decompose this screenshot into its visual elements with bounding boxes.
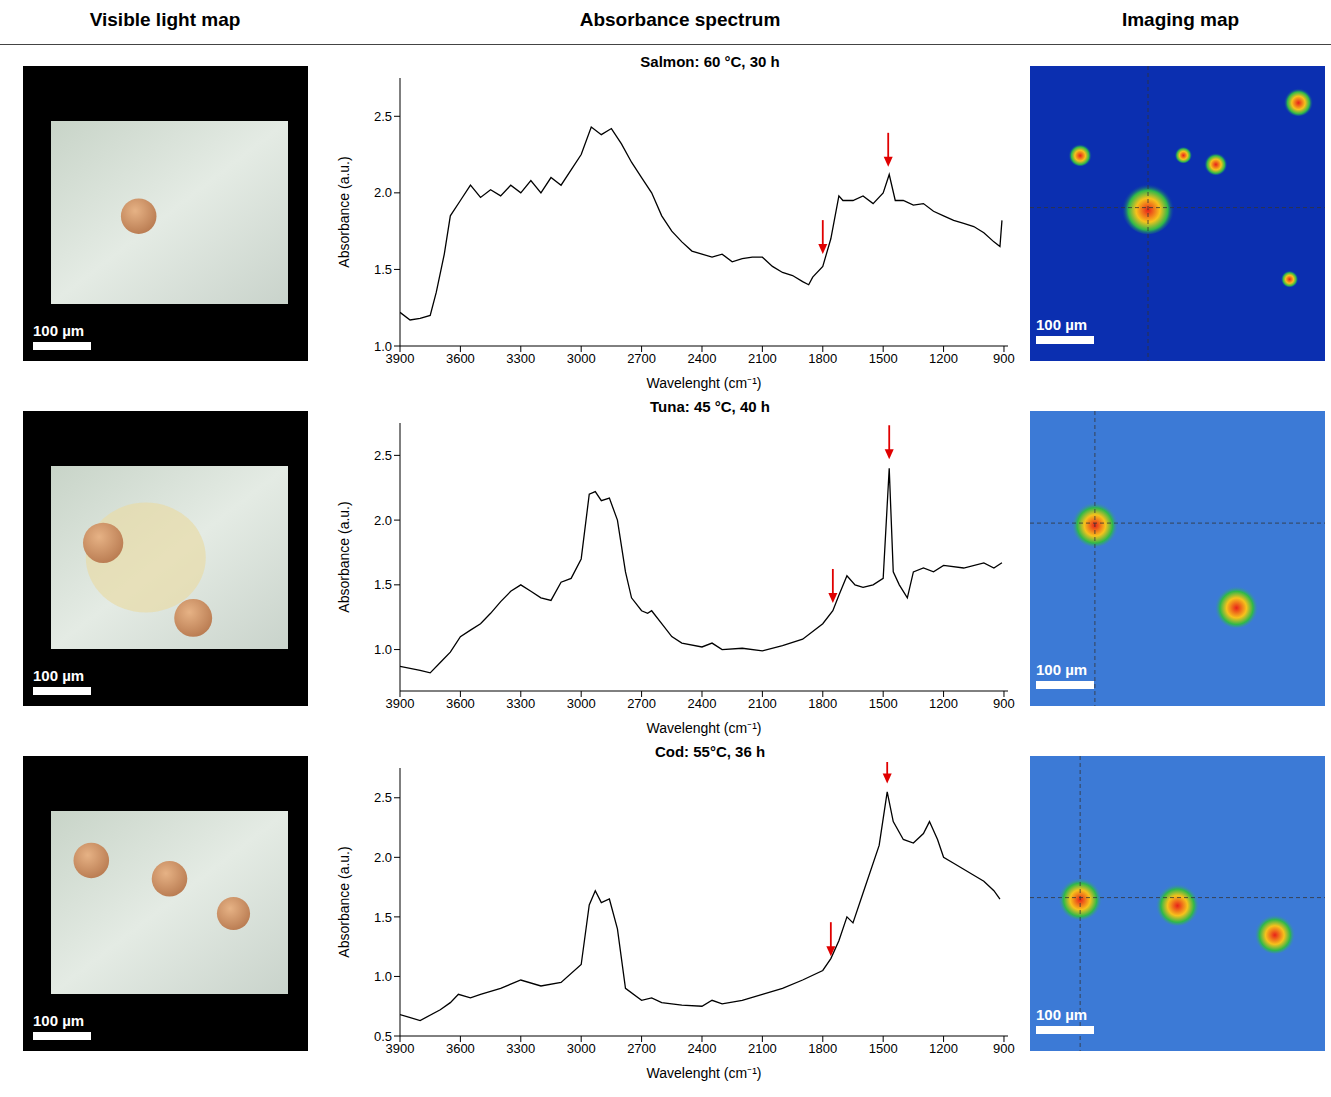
svg-text:2.5: 2.5 xyxy=(374,448,392,463)
svg-text:100 µm: 100 µm xyxy=(33,667,84,684)
svg-text:3000: 3000 xyxy=(567,696,596,711)
html-text:Tuna: 45 °C, 40 h: Tuna: 45 °C, 40 h xyxy=(650,398,770,415)
svg-text:2700: 2700 xyxy=(627,696,656,711)
html-text:Salmon: 60 °C, 30 h: Salmon: 60 °C, 30 h xyxy=(640,53,780,70)
svg-text:100 µm: 100 µm xyxy=(33,1012,84,1029)
html-text:Imaging map: Imaging map xyxy=(1121,9,1240,30)
svg-text:100 µm: 100 µm xyxy=(1036,661,1087,678)
svg-text:100 µm: 100 µm xyxy=(1036,316,1087,333)
svg-text:1.0: 1.0 xyxy=(374,969,392,984)
html-text:Visible light map: Visible light map xyxy=(89,9,241,30)
svg-text:3300: 3300 xyxy=(506,351,535,366)
svg-text:2.5: 2.5 xyxy=(374,790,392,805)
svg-text:1200: 1200 xyxy=(929,1041,958,1056)
svg-text:1200: 1200 xyxy=(929,351,958,366)
svg-text:100 µm: 100 µm xyxy=(33,322,84,339)
svg-text:2100: 2100 xyxy=(748,1041,777,1056)
svg-text:Wavelenght (cm⁻¹): Wavelenght (cm⁻¹) xyxy=(647,1065,762,1081)
svg-text:3000: 3000 xyxy=(567,1041,596,1056)
svg-text:1.5: 1.5 xyxy=(374,262,392,277)
svg-text:3900: 3900 xyxy=(385,1041,415,1057)
svg-text:3600: 3600 xyxy=(446,696,475,711)
svg-text:3000: 3000 xyxy=(567,351,596,366)
svg-text:1800: 1800 xyxy=(808,351,837,366)
svg-text:2700: 2700 xyxy=(627,1041,656,1056)
svg-text:Wavelenght (cm⁻¹): Wavelenght (cm⁻¹) xyxy=(647,720,762,736)
svg-text:2100: 2100 xyxy=(748,351,777,366)
svg-text:2400: 2400 xyxy=(688,696,717,711)
svg-text:100 µm: 100 µm xyxy=(1036,1006,1087,1023)
svg-text:3300: 3300 xyxy=(506,1041,535,1056)
svg-text:0.5: 0.5 xyxy=(374,1029,392,1044)
svg-text:Absorbance (a.u.): Absorbance (a.u.) xyxy=(336,156,352,267)
svg-text:1.5: 1.5 xyxy=(374,910,392,925)
svg-text:2400: 2400 xyxy=(688,1041,717,1056)
svg-text:3300: 3300 xyxy=(506,696,535,711)
svg-text:1.0: 1.0 xyxy=(374,642,392,657)
svg-text:2.0: 2.0 xyxy=(374,185,392,200)
svg-text:900: 900 xyxy=(993,696,1015,711)
svg-text:3600: 3600 xyxy=(446,1041,475,1056)
svg-text:1500: 1500 xyxy=(869,351,898,366)
html-text:Absorbance spectrum: Absorbance spectrum xyxy=(579,9,781,30)
svg-text:2.0: 2.0 xyxy=(374,850,392,865)
svg-text:1200: 1200 xyxy=(929,696,958,711)
svg-text:1.0: 1.0 xyxy=(374,339,392,354)
svg-text:2700: 2700 xyxy=(627,351,656,366)
svg-text:Wavelenght (cm⁻¹): Wavelenght (cm⁻¹) xyxy=(647,375,762,391)
svg-text:2.0: 2.0 xyxy=(374,513,392,528)
html-text:Cod: 55°C, 36 h: Cod: 55°C, 36 h xyxy=(654,743,766,760)
svg-text:1500: 1500 xyxy=(869,1041,898,1056)
svg-text:3900: 3900 xyxy=(385,351,415,367)
svg-text:900: 900 xyxy=(993,1041,1015,1056)
svg-text:3900: 3900 xyxy=(386,696,415,711)
svg-text:2400: 2400 xyxy=(688,351,717,366)
svg-text:1500: 1500 xyxy=(869,696,898,711)
svg-text:1800: 1800 xyxy=(808,696,837,711)
svg-text:3600: 3600 xyxy=(446,351,475,366)
svg-text:2.5: 2.5 xyxy=(374,109,392,124)
svg-text:1800: 1800 xyxy=(808,1041,837,1056)
svg-text:900: 900 xyxy=(993,351,1015,366)
svg-text:1.5: 1.5 xyxy=(374,577,392,592)
svg-text:2100: 2100 xyxy=(748,696,777,711)
svg-text:Absorbance (a.u.): Absorbance (a.u.) xyxy=(336,501,352,612)
svg-text:Absorbance (a.u.): Absorbance (a.u.) xyxy=(336,846,352,957)
